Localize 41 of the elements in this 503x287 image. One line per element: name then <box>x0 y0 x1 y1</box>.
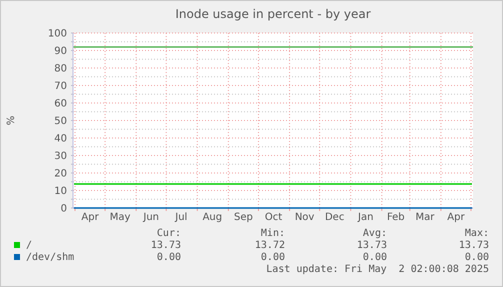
text: Cur: <box>156 228 181 239</box>
chart-title: Inode usage in percent - by year <box>175 7 371 21</box>
legend-label: /dev/shm <box>26 252 74 263</box>
y-tick-label: 70 <box>54 81 67 92</box>
text: Avg: <box>362 228 387 239</box>
y-tick-label: 30 <box>54 151 67 162</box>
y-tick-label: 0 <box>60 204 67 214</box>
text: 0.00 <box>156 252 181 263</box>
x-tick-label: Sep <box>234 212 253 224</box>
x-tick-label: Apr <box>447 212 466 224</box>
text: 13.73 <box>150 240 181 251</box>
x-tick-label: Feb <box>386 212 405 224</box>
text: 13.73 <box>458 240 489 251</box>
y-tick-label: 40 <box>54 134 67 144</box>
text: 13.72 <box>254 240 285 251</box>
y-axis-title: % <box>6 116 17 126</box>
x-tick-label: Dec <box>324 212 344 224</box>
x-tick-label: May <box>110 212 131 224</box>
x-tick-label: Mar <box>415 212 436 224</box>
y-tick-label: 60 <box>54 98 67 110</box>
y-tick-label: 10 <box>54 186 67 197</box>
text: Min: <box>260 228 285 239</box>
text: 13.73 <box>356 240 387 251</box>
x-tick-label: Aug <box>202 212 222 224</box>
text: 0.00 <box>362 252 387 263</box>
y-tick-label: 90 <box>54 46 67 57</box>
x-tick-label: Jan <box>357 212 374 224</box>
text: 0.00 <box>464 252 489 263</box>
x-tick-label: Jul <box>174 212 188 224</box>
x-tick-label: Jun <box>142 212 160 224</box>
x-tick-label: Oct <box>264 212 282 224</box>
text: Last update: Fri May 2 02:00:08 2025 <box>266 264 489 275</box>
text: 0.00 <box>260 252 285 263</box>
text: Max: <box>464 228 489 239</box>
legend-label: / <box>26 240 32 251</box>
x-tick-label: Apr <box>81 212 100 224</box>
x-tick-label: Nov <box>294 212 314 224</box>
y-tick-label: 80 <box>54 64 67 74</box>
y-tick-label: 20 <box>54 168 67 180</box>
y-tick-label: 100 <box>48 28 67 40</box>
y-tick-label: 50 <box>54 116 67 127</box>
